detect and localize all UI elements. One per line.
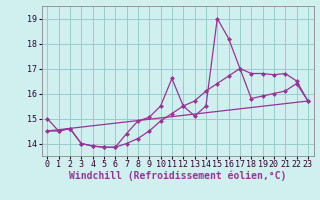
X-axis label: Windchill (Refroidissement éolien,°C): Windchill (Refroidissement éolien,°C) [69, 171, 286, 181]
